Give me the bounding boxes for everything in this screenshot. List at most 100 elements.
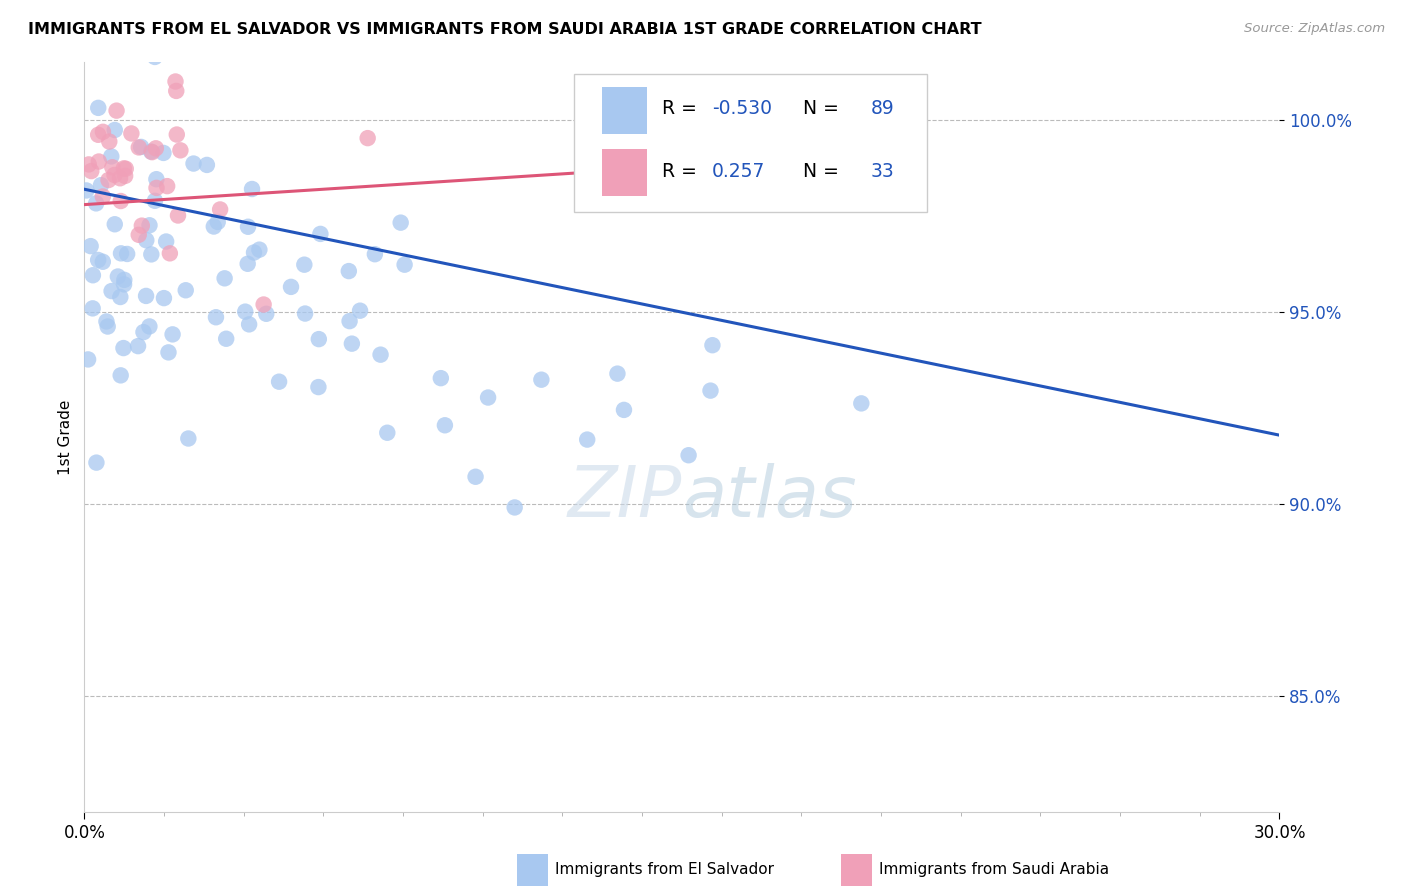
- Point: [202, 219, 225, 234]
- Point: [339, 314, 361, 328]
- Point: [100, 284, 122, 298]
- Point: [139, 145, 162, 159]
- Point: [145, 181, 167, 195]
- Text: 89: 89: [870, 99, 894, 119]
- Point: [115, 247, 138, 261]
- Point: [87, 252, 110, 267]
- Point: [77, 352, 100, 367]
- Point: [131, 219, 153, 233]
- Point: [114, 169, 136, 183]
- Point: [243, 245, 266, 260]
- Point: [430, 371, 453, 385]
- Point: [141, 247, 163, 261]
- Point: [141, 145, 163, 160]
- Point: [97, 173, 120, 187]
- Point: [108, 171, 131, 186]
- Point: [477, 391, 499, 405]
- Point: [128, 227, 150, 242]
- Point: [240, 182, 263, 196]
- Point: [159, 246, 181, 260]
- Point: [100, 149, 122, 163]
- Point: [145, 141, 167, 155]
- Point: [129, 140, 152, 154]
- Point: [530, 373, 553, 387]
- Text: Immigrants from Saudi Arabia: Immigrants from Saudi Arabia: [879, 863, 1109, 877]
- Text: R =: R =: [662, 99, 703, 119]
- Point: [138, 219, 160, 233]
- Point: [84, 196, 107, 211]
- Point: [349, 303, 371, 318]
- Point: [576, 433, 599, 447]
- Point: [114, 161, 136, 176]
- Point: [110, 368, 132, 383]
- Point: [91, 125, 114, 139]
- Point: [156, 179, 179, 194]
- Point: [503, 500, 526, 515]
- Point: [233, 304, 256, 318]
- Point: [174, 283, 197, 297]
- Point: [364, 247, 387, 261]
- Text: atlas: atlas: [682, 463, 856, 532]
- Point: [112, 161, 135, 176]
- Text: N =: N =: [790, 99, 845, 119]
- Point: [236, 219, 259, 234]
- Point: [851, 396, 873, 410]
- Point: [337, 264, 360, 278]
- Point: [238, 318, 260, 332]
- Point: [294, 307, 316, 321]
- Point: [90, 178, 112, 193]
- Point: [107, 269, 129, 284]
- Point: [195, 158, 218, 172]
- Point: [254, 307, 277, 321]
- Point: [104, 217, 127, 231]
- Point: [307, 380, 329, 394]
- Point: [606, 367, 628, 381]
- Point: [101, 161, 124, 175]
- Point: [169, 144, 191, 158]
- Point: [91, 189, 114, 203]
- Point: [143, 194, 166, 208]
- Point: [112, 341, 135, 355]
- Point: [110, 246, 132, 260]
- Point: [215, 332, 238, 346]
- Point: [82, 301, 104, 316]
- Point: [247, 243, 270, 257]
- Point: [613, 403, 636, 417]
- Point: [110, 290, 132, 304]
- Point: [79, 239, 101, 253]
- FancyBboxPatch shape: [602, 87, 647, 134]
- Point: [389, 216, 412, 230]
- Point: [236, 257, 259, 271]
- Point: [253, 297, 276, 311]
- Point: [120, 127, 142, 141]
- Point: [132, 325, 155, 339]
- Point: [91, 254, 114, 268]
- Point: [394, 258, 416, 272]
- Point: [135, 289, 157, 303]
- Text: Immigrants from El Salvador: Immigrants from El Salvador: [555, 863, 775, 877]
- Point: [309, 227, 332, 241]
- Point: [280, 280, 302, 294]
- Point: [138, 319, 160, 334]
- Text: Source: ZipAtlas.com: Source: ZipAtlas.com: [1244, 22, 1385, 36]
- Point: [96, 314, 118, 328]
- Text: 33: 33: [870, 161, 894, 180]
- Point: [87, 101, 110, 115]
- Point: [678, 448, 700, 462]
- Point: [267, 375, 290, 389]
- Point: [699, 384, 721, 398]
- Point: [464, 469, 486, 483]
- Point: [167, 209, 190, 223]
- Point: [357, 131, 380, 145]
- Point: [209, 202, 232, 217]
- Point: [77, 157, 100, 171]
- Point: [162, 327, 184, 342]
- Point: [145, 172, 167, 186]
- Text: 0.257: 0.257: [711, 161, 765, 180]
- Point: [86, 456, 108, 470]
- Point: [87, 128, 110, 142]
- Point: [82, 268, 104, 283]
- Point: [308, 332, 330, 346]
- Point: [702, 338, 724, 352]
- Point: [370, 348, 392, 362]
